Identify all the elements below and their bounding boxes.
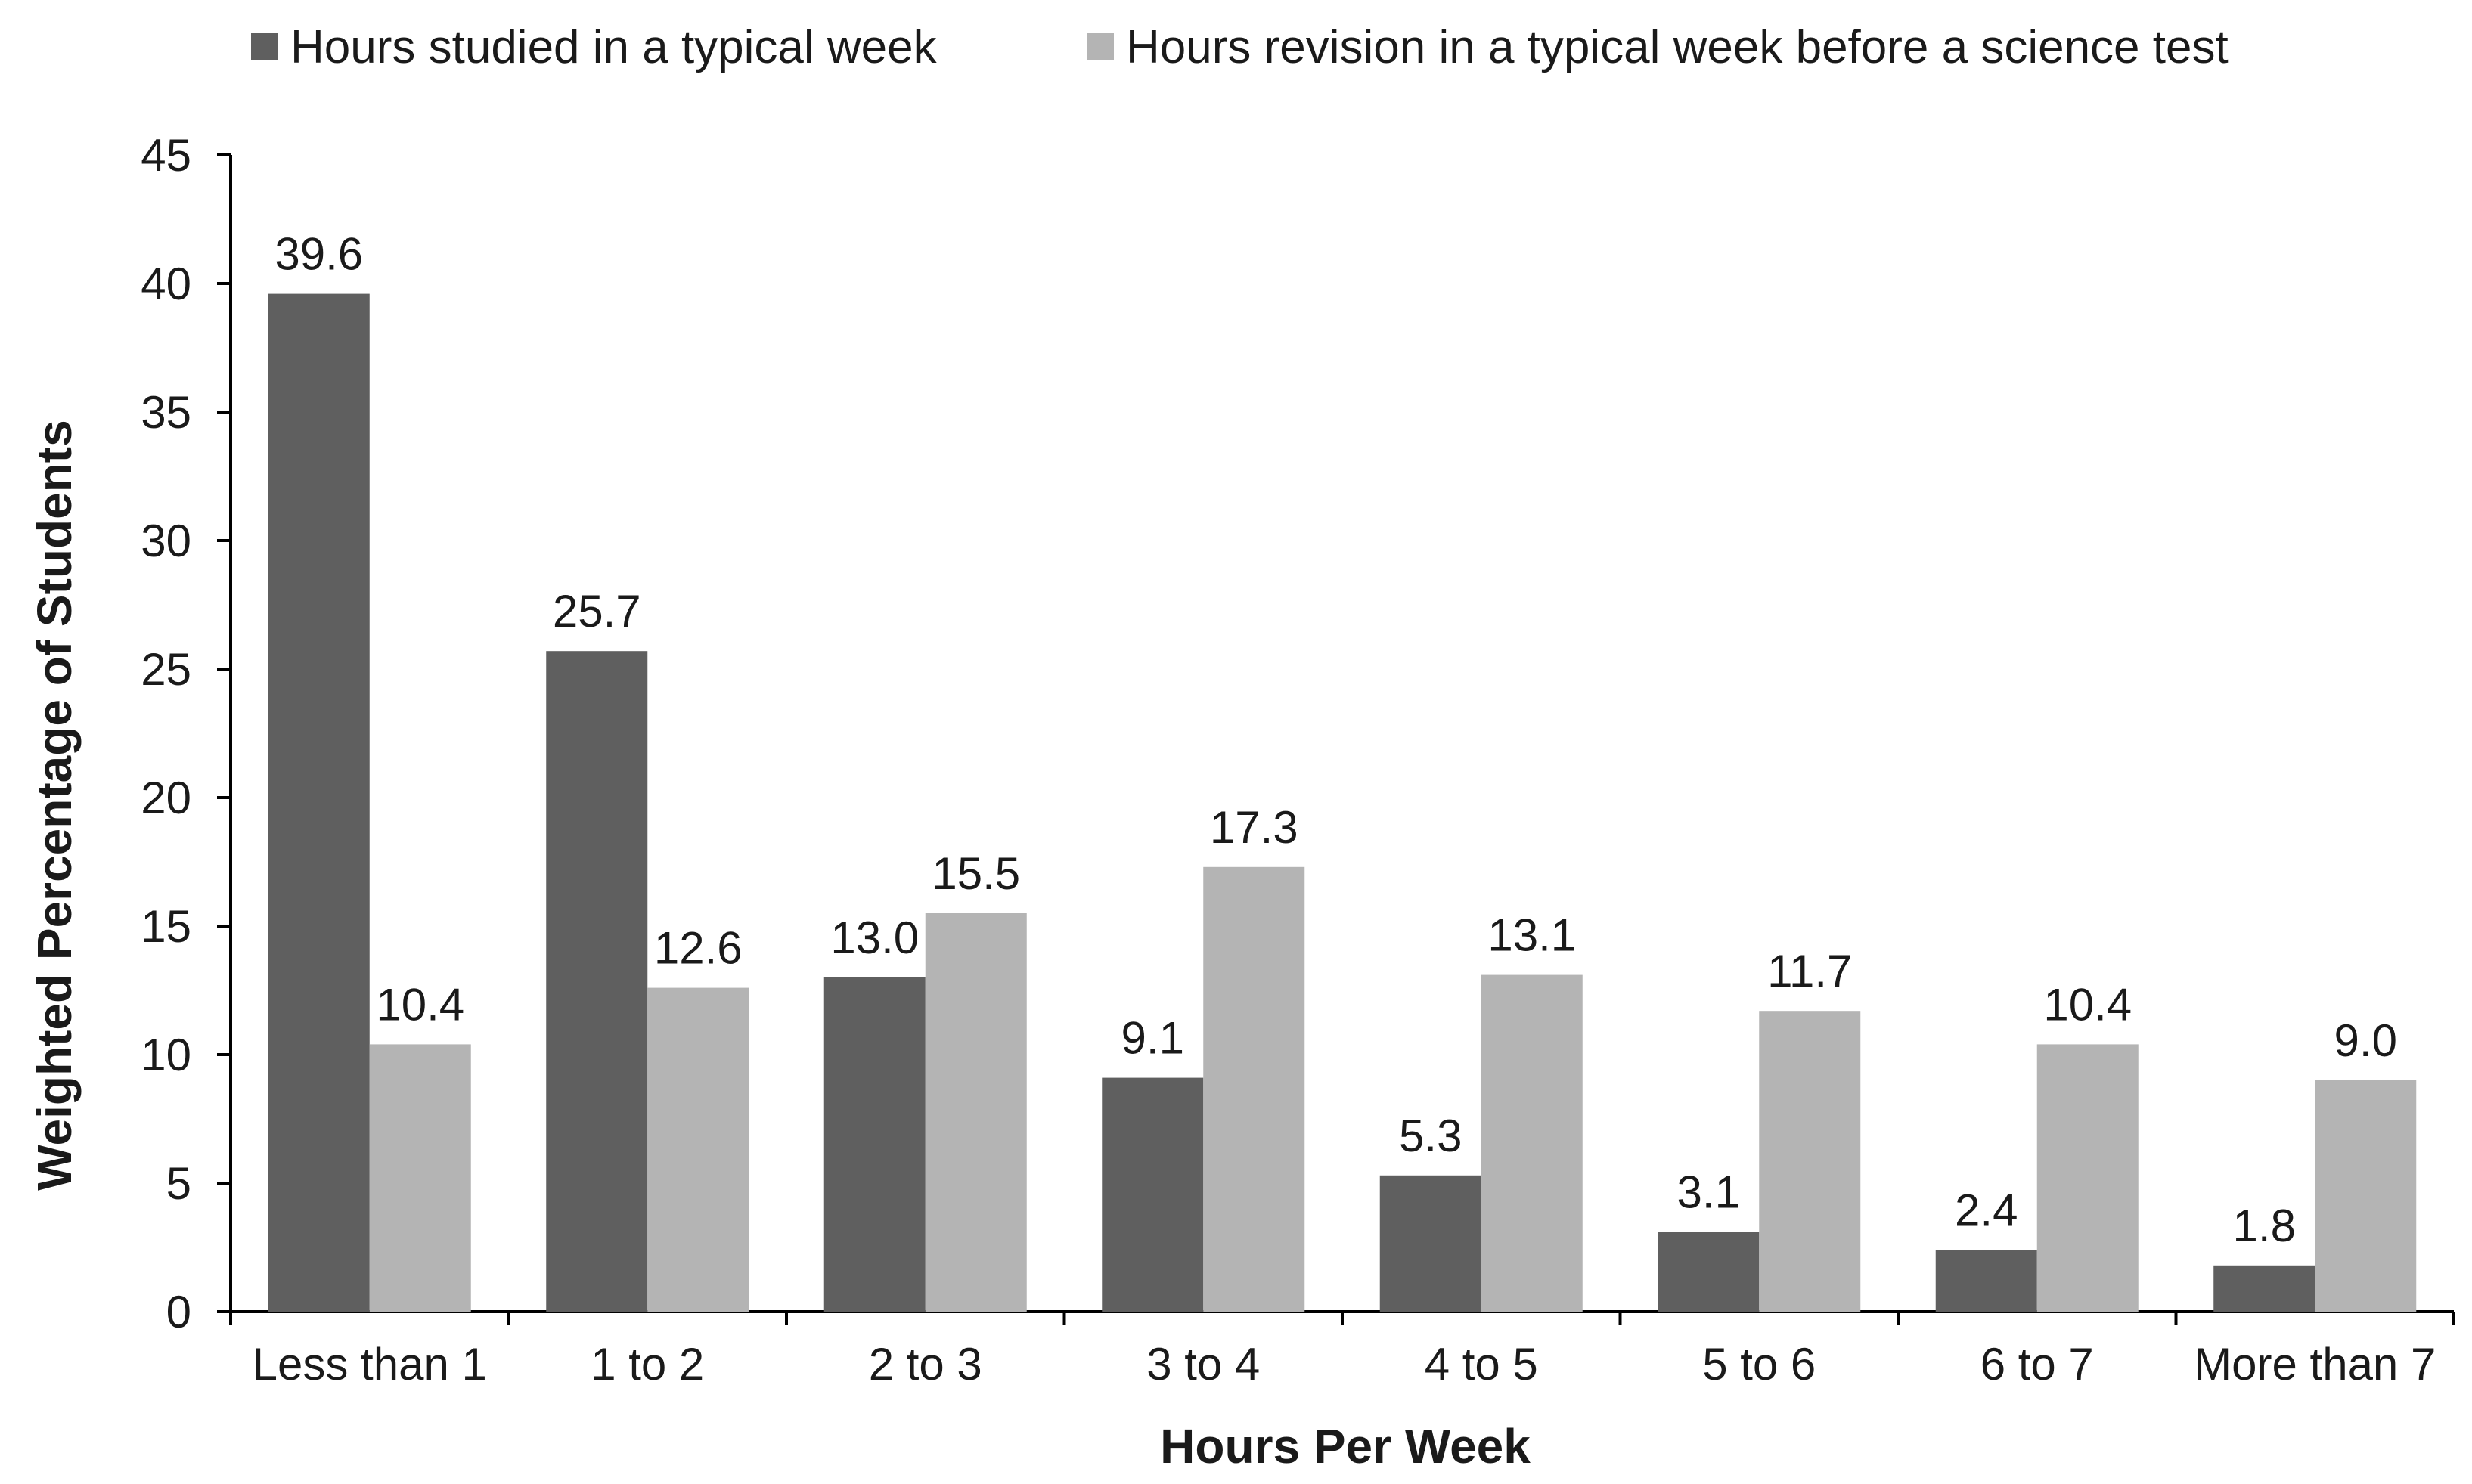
y-tick-label: 45 (141, 130, 191, 181)
legend-label-series-2: Hours revision in a typical week before … (1126, 21, 2229, 73)
bar-series-1 (1379, 1175, 1481, 1312)
x-category-label: 4 to 5 (1425, 1339, 1538, 1390)
data-label-series-1: 1.8 (2233, 1201, 2296, 1251)
y-tick-label: 30 (141, 516, 191, 566)
y-tick-label: 0 (166, 1287, 191, 1337)
data-label-series-1: 25.7 (553, 586, 641, 637)
legend-label-series-1: Hours studied in a typical week (290, 21, 938, 73)
x-category-label: More than 7 (2194, 1339, 2436, 1390)
bar-series-2 (647, 987, 749, 1312)
bar-series-1 (1102, 1077, 1204, 1312)
y-tick-label: 25 (141, 644, 191, 695)
bar-series-2 (925, 913, 1027, 1312)
bar-series-1 (1935, 1250, 2037, 1312)
x-category-label: Less than 1 (253, 1339, 487, 1390)
data-label-series-1: 9.1 (1121, 1013, 1184, 1064)
legend-swatch-series-1 (251, 33, 278, 60)
y-tick-label: 35 (141, 387, 191, 438)
y-tick-label: 40 (141, 259, 191, 309)
data-label-series-1: 39.6 (274, 229, 363, 280)
bar-series-1 (268, 293, 370, 1312)
data-label-series-2: 10.4 (376, 979, 464, 1030)
bar-series-2 (1203, 866, 1305, 1312)
x-axis-title: Hours Per Week (1160, 1419, 1531, 1473)
x-axis: Less than 1 1 to 2 2 to 3 3 to 4 4 to 5 5 to … (229, 1310, 2455, 1390)
data-label-series-2: 10.4 (2043, 979, 2132, 1030)
y-tick-label: 5 (166, 1158, 191, 1209)
y-tick-label: 15 (141, 901, 191, 952)
bar-series-2 (1481, 974, 1583, 1312)
bars (268, 293, 2417, 1312)
x-category-label: 6 to 7 (1980, 1339, 2094, 1390)
bar-series-2 (2036, 1044, 2139, 1312)
y-axis: 0 5 10 15 20 25 30 35 40 45 (141, 130, 232, 1337)
data-label-series-2: 17.3 (1210, 802, 1298, 853)
bar-series-2 (1759, 1011, 1861, 1312)
x-category-label: 3 to 4 (1146, 1339, 1260, 1390)
data-label-series-2: 12.6 (654, 923, 743, 974)
x-category-label: 1 to 2 (591, 1339, 704, 1390)
y-axis-title: Weighted Percentage of Students (27, 420, 82, 1190)
x-category-label: 5 to 6 (1702, 1339, 1816, 1390)
x-category-label: 2 to 3 (869, 1339, 982, 1390)
y-tick-label: 20 (141, 773, 191, 823)
data-label-series-2: 9.0 (2334, 1015, 2397, 1066)
y-tick-label: 10 (141, 1030, 191, 1080)
data-label-series-1: 5.3 (1399, 1111, 1462, 1161)
bar-series-2 (369, 1044, 471, 1312)
data-label-series-1: 3.1 (1677, 1167, 1740, 1218)
bar-series-1 (546, 651, 648, 1312)
bar-series-1 (1658, 1232, 1760, 1312)
data-label-series-1: 2.4 (1955, 1185, 2018, 1235)
data-label-series-1: 13.0 (830, 912, 919, 963)
bar-series-2 (2315, 1080, 2417, 1312)
data-labels: 39.6 25.7 13.0 9.1 5.3 3.1 2.4 1.8 10.4 12.6 15.5 1… (274, 229, 2397, 1251)
bar-series-1 (823, 977, 926, 1312)
data-label-series-2: 15.5 (932, 848, 1020, 899)
data-label-series-2: 11.7 (1767, 946, 1852, 996)
legend: Hours studied in a typical week Hours rev… (251, 21, 2229, 73)
bar-series-1 (2213, 1265, 2315, 1312)
data-label-series-2: 13.1 (1487, 910, 1576, 961)
legend-swatch-series-2 (1087, 33, 1114, 60)
